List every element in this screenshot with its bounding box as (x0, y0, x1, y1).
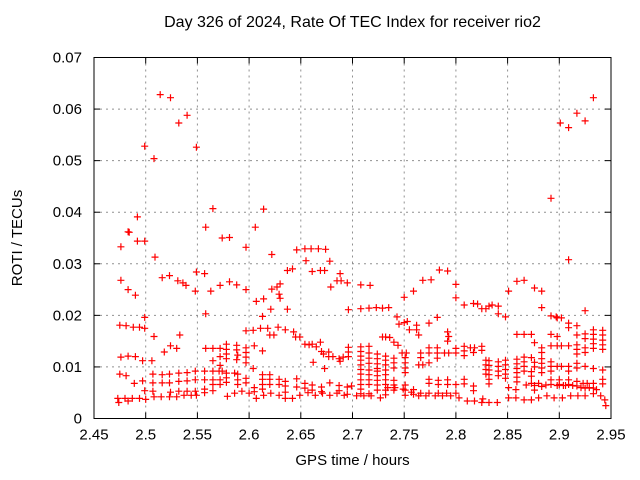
chart-title: Day 326 of 2024, Rate Of TEC Index for r… (164, 14, 541, 31)
x-tick-labels: 2.45 2.5 2.55 2.6 2.65 2.7 2.75 2.8 2.85 2.9 2.95 (79, 427, 625, 444)
x-tick-label: 2.7 (342, 427, 363, 444)
x-tick-label: 2.45 (79, 427, 108, 444)
x-tick-label: 2.6 (239, 427, 260, 444)
x-tick-label: 2.75 (390, 427, 419, 444)
x-tick-label: 2.65 (286, 427, 315, 444)
y-tick-labels: 0 0.01 0.02 0.03 0.04 0.05 0.06 0.07 (53, 50, 82, 428)
x-tick-label: 2.9 (549, 427, 570, 444)
x-tick-label: 2.95 (596, 427, 625, 444)
y-tick-label: 0.04 (53, 204, 82, 221)
plot-frame (93, 57, 612, 419)
x-tick-label: 2.8 (445, 427, 466, 444)
x-axis-label: GPS time / hours (295, 452, 410, 469)
grid-lines (94, 57, 611, 419)
y-tick-label: 0 (74, 411, 82, 428)
y-tick-label: 0.06 (53, 101, 82, 118)
x-tick-label: 2.85 (493, 427, 522, 444)
x-tick-label: 2.5 (135, 427, 156, 444)
data-points (114, 91, 610, 410)
y-tick-label: 0.07 (53, 50, 82, 67)
y-tick-label: 0.05 (53, 153, 82, 170)
y-tick-label: 0.03 (53, 256, 82, 273)
x-tick-label: 2.55 (183, 427, 212, 444)
y-tick-label: 0.01 (53, 359, 82, 376)
y-tick-label: 0.02 (53, 307, 82, 324)
